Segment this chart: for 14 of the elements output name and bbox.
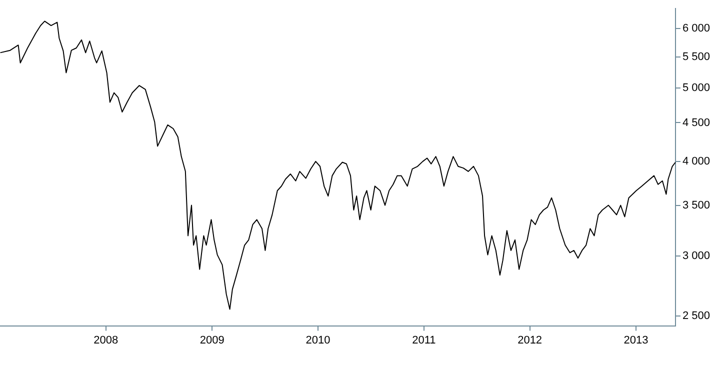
y-tick-label: 2 500 <box>682 310 710 322</box>
x-tick-label: 2013 <box>624 334 648 346</box>
y-tick-label: 5 000 <box>682 82 710 94</box>
x-tick-label: 2012 <box>518 334 542 346</box>
x-tick-label: 2009 <box>200 334 224 346</box>
y-tick-label: 3 000 <box>682 250 710 262</box>
y-tick-label: 4 000 <box>682 155 710 168</box>
y-tick-label: 6 000 <box>682 22 710 34</box>
y-tick-label: 3 500 <box>682 199 710 212</box>
x-tick-label: 2010 <box>306 334 330 346</box>
y-tick-label: 5 500 <box>682 50 710 63</box>
x-tick-label: 2011 <box>412 334 436 346</box>
x-tick-label: 2008 <box>94 334 118 346</box>
y-tick-label: 4 500 <box>682 116 710 129</box>
